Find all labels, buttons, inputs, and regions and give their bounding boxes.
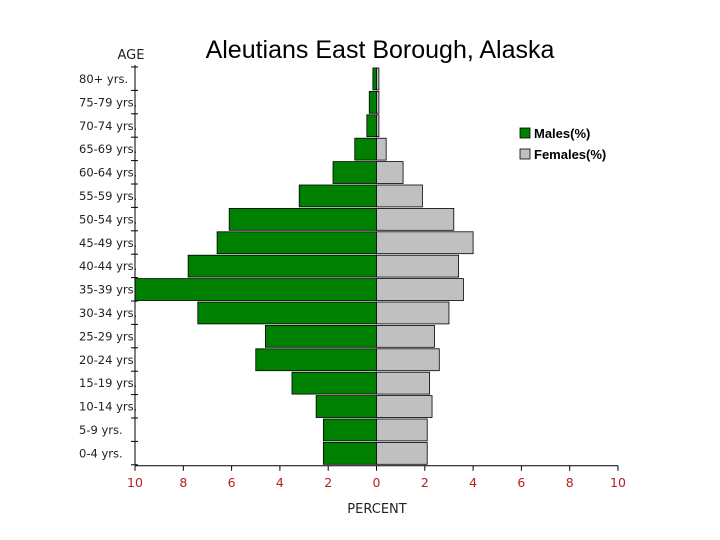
bar-males-11 <box>265 324 377 348</box>
legend-label-males: Males(%) <box>534 126 590 141</box>
y-axis-label: AGE <box>118 48 145 63</box>
axes-group <box>131 65 619 471</box>
age-label-6: 50-54 yrs. <box>79 212 137 226</box>
bar-males-7 <box>216 231 377 255</box>
bars-group <box>134 67 474 465</box>
bar-females-14 <box>376 395 433 418</box>
age-label-14: 10-14 yrs. <box>79 400 137 414</box>
x-tick-label-4: 2 <box>324 475 332 490</box>
age-label-5: 55-59 yrs. <box>79 189 137 203</box>
x-tick-label-6: 2 <box>421 475 429 490</box>
age-label-3: 65-69 yrs. <box>79 142 137 156</box>
x-axis-label: PERCENT <box>347 502 406 517</box>
x-tick-label-3: 4 <box>276 475 284 490</box>
bar-males-9 <box>134 278 377 301</box>
x-tick-label-10: 10 <box>610 475 626 490</box>
legend-label-females: Females(%) <box>534 147 606 162</box>
bar-males-13 <box>291 371 377 395</box>
bar-females-1 <box>376 91 380 114</box>
bar-females-15 <box>376 418 428 442</box>
bar-males-2 <box>366 114 377 138</box>
bar-males-3 <box>354 137 377 161</box>
legend-swatch-females <box>519 148 531 160</box>
bar-females-13 <box>376 371 431 395</box>
x-tick-label-8: 6 <box>517 475 525 490</box>
x-tick-label-0: 10 <box>127 475 143 490</box>
bar-females-0 <box>376 67 380 91</box>
age-label-8: 40-44 yrs. <box>79 259 137 273</box>
x-tick-label-5: 0 <box>373 475 381 490</box>
age-labels-group: 80+ yrs. 75-79 yrs. 70-74 yrs. 65-69 yrs. 60… <box>79 72 137 460</box>
bar-males-16 <box>322 441 377 465</box>
age-label-15: 5-9 yrs. <box>79 423 123 437</box>
age-label-16: 0-4 yrs. <box>79 446 123 460</box>
bar-males-10 <box>197 301 377 325</box>
x-tick-label-2: 6 <box>228 475 236 490</box>
bar-females-16 <box>376 441 428 465</box>
bar-females-8 <box>376 254 460 278</box>
bar-females-7 <box>376 231 474 255</box>
age-label-11: 25-29 yrs <box>79 329 134 343</box>
age-label-0: 80+ yrs. <box>79 72 128 86</box>
bar-males-8 <box>187 254 377 278</box>
x-tick-label-9: 8 <box>566 475 574 490</box>
bar-males-15 <box>322 418 377 442</box>
age-label-7: 45-49 yrs. <box>79 236 137 250</box>
bar-females-3 <box>376 137 387 161</box>
bar-males-5 <box>298 184 377 208</box>
bar-females-6 <box>376 207 455 231</box>
age-label-10: 30-34 yrs. <box>79 306 137 320</box>
bar-males-6 <box>228 207 377 231</box>
age-label-13: 15-19 yrs. <box>79 376 137 390</box>
bar-females-9 <box>376 278 464 301</box>
x-tick-label-1: 8 <box>179 475 187 490</box>
legend-swatch-males <box>519 127 531 139</box>
bar-females-10 <box>376 301 450 325</box>
x-tick-labels-group: 10 8 6 4 2 0 2 4 6 8 10 <box>127 475 626 490</box>
bar-males-14 <box>315 395 377 418</box>
bar-females-12 <box>376 348 440 372</box>
age-label-1: 75-79 yrs. <box>79 95 137 109</box>
bar-females-4 <box>376 161 404 184</box>
chart-title: Aleutians East Borough, Alaska <box>206 36 555 64</box>
age-label-9: 35-39 yrs. <box>79 283 137 297</box>
bar-females-2 <box>376 114 380 138</box>
bar-males-1 <box>368 91 377 114</box>
bar-females-11 <box>376 324 435 348</box>
bar-males-0 <box>372 67 377 91</box>
age-label-4: 60-64 yrs. <box>79 166 137 180</box>
legend: Males(%) Females(%) <box>519 126 606 162</box>
age-label-12: 20-24 yrs <box>79 353 134 367</box>
x-tick-label-7: 4 <box>469 475 477 490</box>
bar-males-4 <box>332 161 377 184</box>
bar-females-5 <box>376 184 423 208</box>
bar-males-12 <box>255 348 377 372</box>
age-label-2: 70-74 yrs. <box>79 119 137 133</box>
